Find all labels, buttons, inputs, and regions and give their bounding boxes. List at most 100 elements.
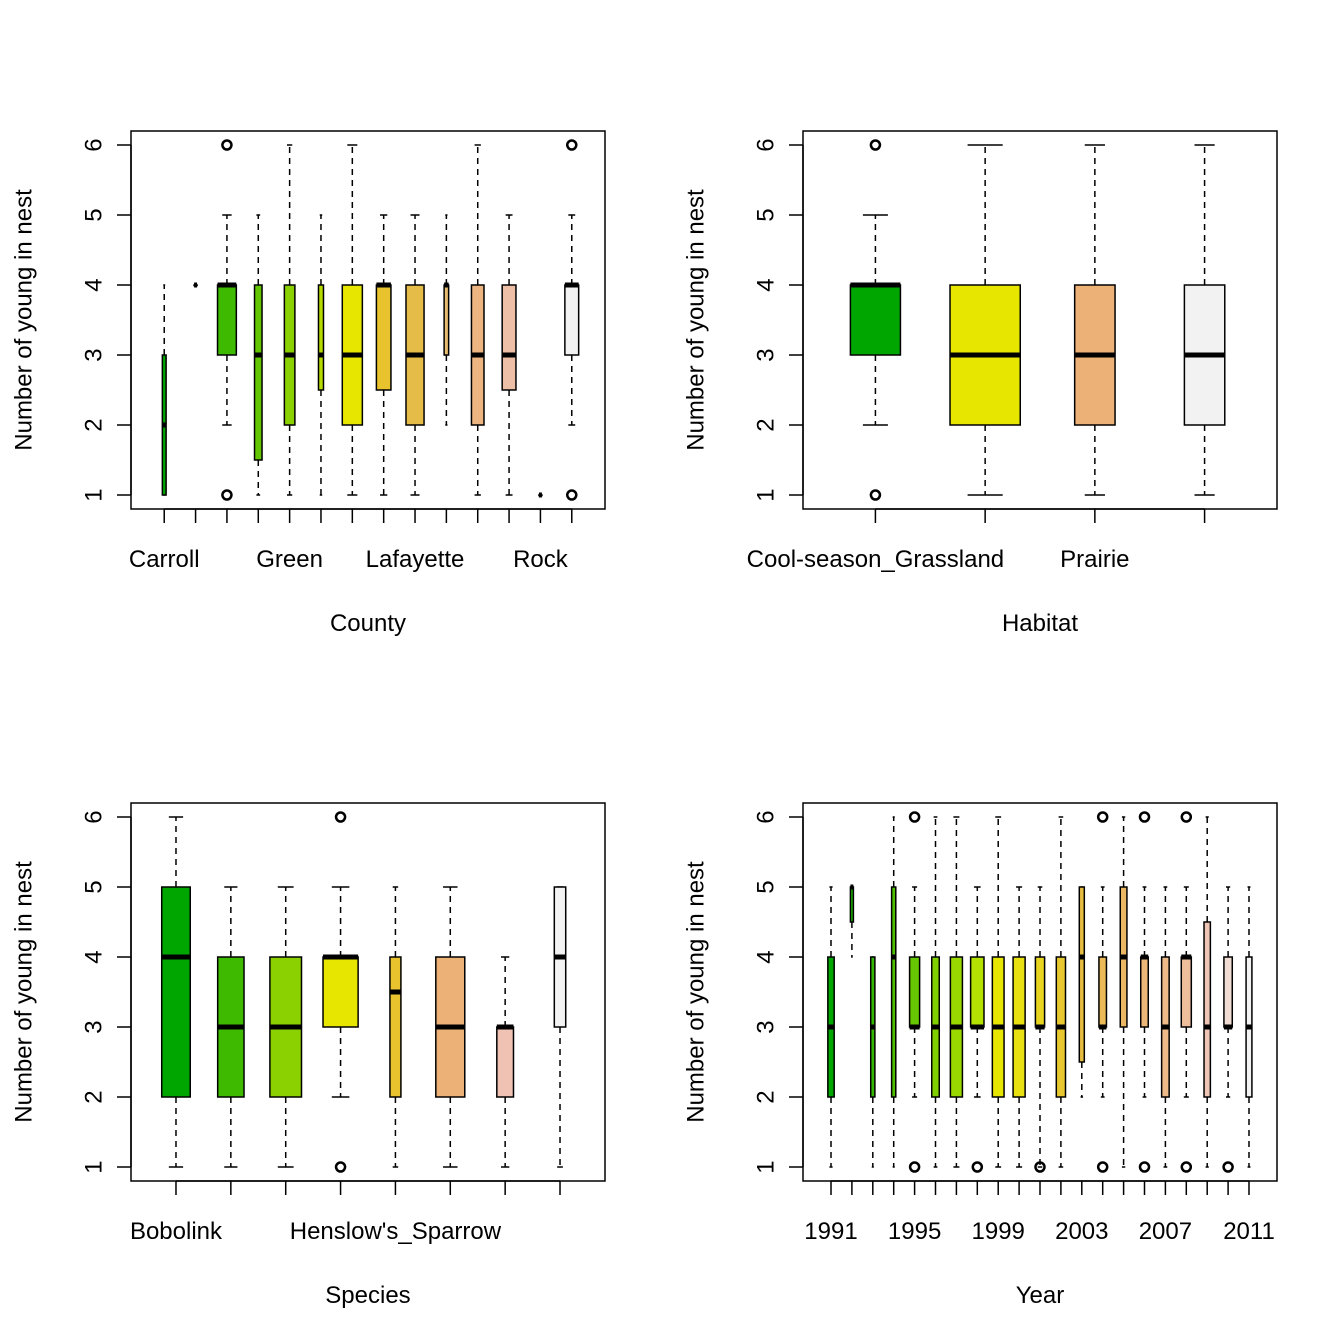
- box-rect: [253, 284, 263, 461]
- x-axis-title: County: [330, 610, 406, 637]
- y-tick-label: 3: [752, 1020, 779, 1033]
- box-16: [1160, 886, 1170, 1168]
- box-rect: [501, 284, 517, 391]
- outlier-point: [869, 489, 882, 501]
- box-20: [1245, 886, 1253, 1168]
- x-axis-title: Habitat: [1002, 610, 1078, 637]
- outlier-point: [334, 811, 347, 823]
- y-axis-title: Number of young in nest: [682, 861, 709, 1123]
- box-3: [1183, 144, 1226, 496]
- x-tick-label: Rock: [513, 546, 569, 573]
- box-0: [827, 886, 835, 1168]
- box-rect: [443, 284, 450, 356]
- box-4: [908, 811, 921, 1173]
- box-15: [1138, 811, 1151, 1173]
- box-1: [949, 144, 1021, 496]
- outlier-point: [566, 139, 578, 151]
- y-tick-label: 1: [80, 488, 107, 501]
- box-14: [1119, 816, 1128, 1168]
- y-tick-label: 4: [80, 950, 107, 963]
- box-0: [849, 139, 902, 501]
- box-rect: [908, 956, 921, 1028]
- habitat-boxplot-panel: 1 2 3 4 5 6 Number of young in nest Cool-season…: [682, 130, 1278, 637]
- y-tick-label: 5: [752, 880, 779, 893]
- x-tick-label: Cool-season_Grassland: [747, 546, 1004, 573]
- year-boxplot-panel: 1 2 3 4 5 6 Number of young in nest 1991 1995 199…: [682, 802, 1278, 1309]
- outlier-point: [1138, 811, 1151, 823]
- box-rect: [849, 886, 855, 923]
- box-rect: [1098, 956, 1108, 1028]
- box-9: [1012, 886, 1026, 1168]
- box-2: [216, 139, 238, 501]
- x-tick-label: Lafayette: [366, 546, 465, 573]
- box-rect: [389, 956, 402, 1098]
- county-boxplot-panel: 1 2 3 4 5 6 Number of young in nest Carroll Gree…: [10, 130, 606, 637]
- box-0: [160, 816, 192, 1168]
- y-axis-title: Number of young in nest: [10, 861, 37, 1123]
- box-7: [553, 886, 567, 1168]
- outlier-point: [908, 1161, 921, 1173]
- outlier-point: [566, 489, 578, 501]
- box-rect: [890, 886, 897, 1098]
- box-7: [969, 886, 985, 1173]
- x-tick-label: Prairie: [1060, 546, 1129, 573]
- box-6: [496, 956, 515, 1168]
- box-rect: [969, 956, 985, 1028]
- x-tick-label: Henslow's_Sparrow: [290, 1218, 502, 1245]
- box-3: [890, 816, 897, 1168]
- outlier-point: [908, 811, 921, 823]
- y-tick-label: 5: [752, 208, 779, 221]
- box-rect: [1223, 956, 1234, 1028]
- y-tick-label: 3: [80, 1020, 107, 1033]
- box-19: [1222, 886, 1234, 1173]
- y-tick-label: 3: [80, 348, 107, 361]
- box-rect: [1034, 956, 1046, 1028]
- box-12: [1078, 886, 1086, 1098]
- box-6: [341, 144, 364, 496]
- y-tick-label: 3: [752, 348, 779, 361]
- box-8: [991, 816, 1005, 1168]
- box-4: [389, 886, 402, 1168]
- box-1: [193, 282, 198, 288]
- x-axis-title: Year: [1016, 1282, 1065, 1309]
- outlier-point: [221, 489, 233, 501]
- box-11: [1055, 816, 1067, 1168]
- box-2: [869, 956, 876, 1168]
- x-tick-label: Green: [256, 546, 323, 573]
- y-tick-label: 6: [752, 810, 779, 823]
- box-1: [849, 884, 855, 958]
- y-tick-label: 1: [752, 488, 779, 501]
- box-rect: [496, 1026, 515, 1098]
- outlier-point: [869, 139, 882, 151]
- species-boxplot-panel: 1 2 3 4 5 6 Number of young in nest Bobolink Hen…: [10, 802, 606, 1309]
- plot-frame: [130, 130, 606, 510]
- outlier-point: [1096, 811, 1109, 823]
- x-tick-label: 1991: [804, 1218, 857, 1245]
- box-5: [930, 816, 941, 1168]
- y-tick-label: 2: [752, 1090, 779, 1103]
- box-18: [1203, 816, 1212, 1168]
- box-11: [501, 214, 517, 496]
- x-tick-label: 1995: [888, 1218, 941, 1245]
- y-tick-label: 6: [80, 810, 107, 823]
- x-tick-label: Bobolink: [130, 1218, 223, 1245]
- y-tick-label: 4: [752, 278, 779, 291]
- box-6: [949, 816, 964, 1168]
- x-tick-label: Carroll: [129, 546, 200, 573]
- box-rect: [1078, 886, 1086, 1063]
- box-5: [317, 214, 325, 496]
- box-17: [1180, 811, 1193, 1173]
- y-axis-title: Number of young in nest: [682, 189, 709, 451]
- outlier-point: [1222, 1161, 1234, 1173]
- box-rect: [1139, 956, 1150, 1028]
- box-9: [443, 214, 450, 426]
- box-12: [538, 492, 543, 498]
- box-2: [1073, 144, 1116, 496]
- x-tick-label: 2007: [1139, 1218, 1192, 1245]
- outlier-point: [1138, 1161, 1151, 1173]
- box-rect: [564, 284, 580, 356]
- box-rect: [1203, 921, 1212, 1098]
- outlier-point: [971, 1161, 984, 1173]
- x-axis-title: Species: [325, 1282, 410, 1309]
